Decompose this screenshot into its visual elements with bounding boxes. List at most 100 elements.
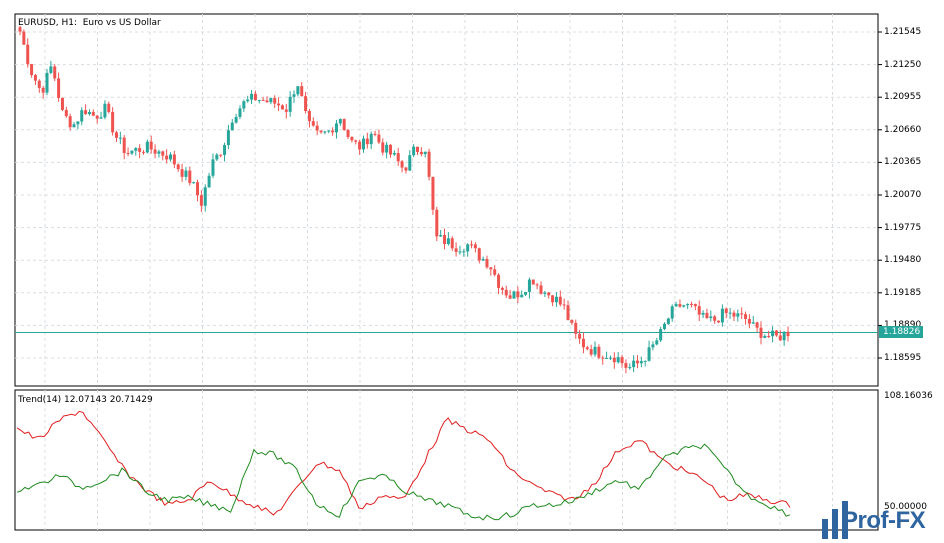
candle-body [612, 357, 616, 363]
candle-body [466, 244, 470, 252]
candle-body [107, 103, 111, 112]
price-label: 1.20955 [884, 92, 922, 103]
candle-body [145, 141, 149, 153]
candle-body [651, 344, 655, 348]
candle-body [720, 308, 724, 323]
candle-body [497, 274, 501, 288]
candle-body [215, 154, 219, 160]
candle-body [26, 44, 30, 65]
candle-body [114, 132, 118, 138]
candle-body [512, 291, 516, 299]
candle-body [554, 296, 558, 303]
candle-body [72, 124, 76, 128]
candle-body [470, 244, 474, 246]
current-price-tag: 1.18826 [879, 326, 923, 339]
candle-body [543, 292, 547, 294]
candle-body [608, 357, 612, 359]
candle-body [365, 138, 369, 145]
candle-body [489, 267, 493, 270]
trend-minus-line [16, 410, 791, 516]
candle-body [396, 153, 400, 162]
candle-body [261, 99, 265, 101]
candle-body [80, 110, 84, 122]
candle-body [95, 115, 99, 119]
candle-body [481, 259, 485, 261]
candle-body [759, 327, 763, 338]
candle-body [53, 66, 57, 79]
candle-body [628, 367, 632, 369]
candle-body [381, 142, 385, 153]
candle-body [701, 312, 705, 315]
candle-body [22, 31, 26, 45]
candle-body [49, 66, 53, 73]
candle-body [188, 170, 192, 183]
candle-body [427, 151, 431, 177]
candle-body [292, 94, 296, 97]
candle-body [377, 134, 381, 143]
candle-body [431, 176, 435, 210]
indicator-scale-top: 108.16036 [884, 391, 933, 401]
candle-body [126, 152, 130, 154]
price-label: 1.19480 [884, 255, 922, 266]
candle-body [199, 195, 203, 206]
price-label: 1.20365 [884, 157, 922, 168]
candle-body [751, 322, 755, 324]
candle-body [153, 149, 157, 154]
candle-body [585, 347, 589, 350]
trend-plus-line [16, 443, 791, 521]
candle-body [697, 306, 701, 315]
candle-body [574, 322, 578, 334]
candle-body [288, 96, 292, 112]
candle-body [87, 112, 91, 115]
candle-body [45, 72, 49, 93]
candle-body [412, 146, 416, 156]
candle-body [176, 164, 180, 170]
candle-body [508, 295, 512, 299]
candle-body [670, 306, 674, 319]
candle-body [130, 150, 134, 154]
candle-body [373, 133, 377, 135]
candle-body [547, 292, 551, 296]
candle-body [408, 155, 412, 171]
candle-body [277, 103, 281, 106]
candle-body [778, 335, 782, 341]
indicator-pane-frame [14, 389, 879, 531]
candle-body [41, 87, 45, 93]
candle-body [767, 335, 771, 337]
candle-body [774, 330, 778, 336]
candle-body [643, 360, 647, 362]
candle-body [786, 331, 790, 337]
candle-body [273, 98, 277, 104]
candle-body [122, 137, 126, 153]
candle-body [763, 335, 767, 338]
candle-body [250, 93, 254, 100]
candle-body [331, 130, 335, 133]
candle-body [516, 291, 520, 298]
candle-body [686, 303, 690, 306]
candle-body [570, 320, 574, 323]
candle-body [149, 141, 153, 150]
candle-body [678, 304, 682, 307]
candle-body [141, 151, 145, 153]
candle-body [300, 86, 304, 97]
candle-body [207, 175, 211, 188]
candle-body [361, 138, 365, 150]
candle-body [589, 349, 593, 355]
candle-body [226, 130, 230, 146]
candle-body [416, 146, 420, 152]
candle-body [284, 109, 288, 112]
candle-body [338, 119, 342, 124]
candle-body [744, 314, 748, 319]
candle-body [388, 144, 392, 155]
candle-body [717, 320, 721, 323]
candle-body [539, 285, 543, 294]
candle-body [68, 116, 72, 128]
candle-body [246, 99, 250, 102]
candle-body [524, 291, 528, 295]
candle-body [782, 331, 786, 341]
main-pane-frame [14, 13, 879, 387]
candle-body [37, 80, 41, 88]
watermark-chart-icon [822, 501, 848, 539]
candle-body [446, 238, 450, 245]
